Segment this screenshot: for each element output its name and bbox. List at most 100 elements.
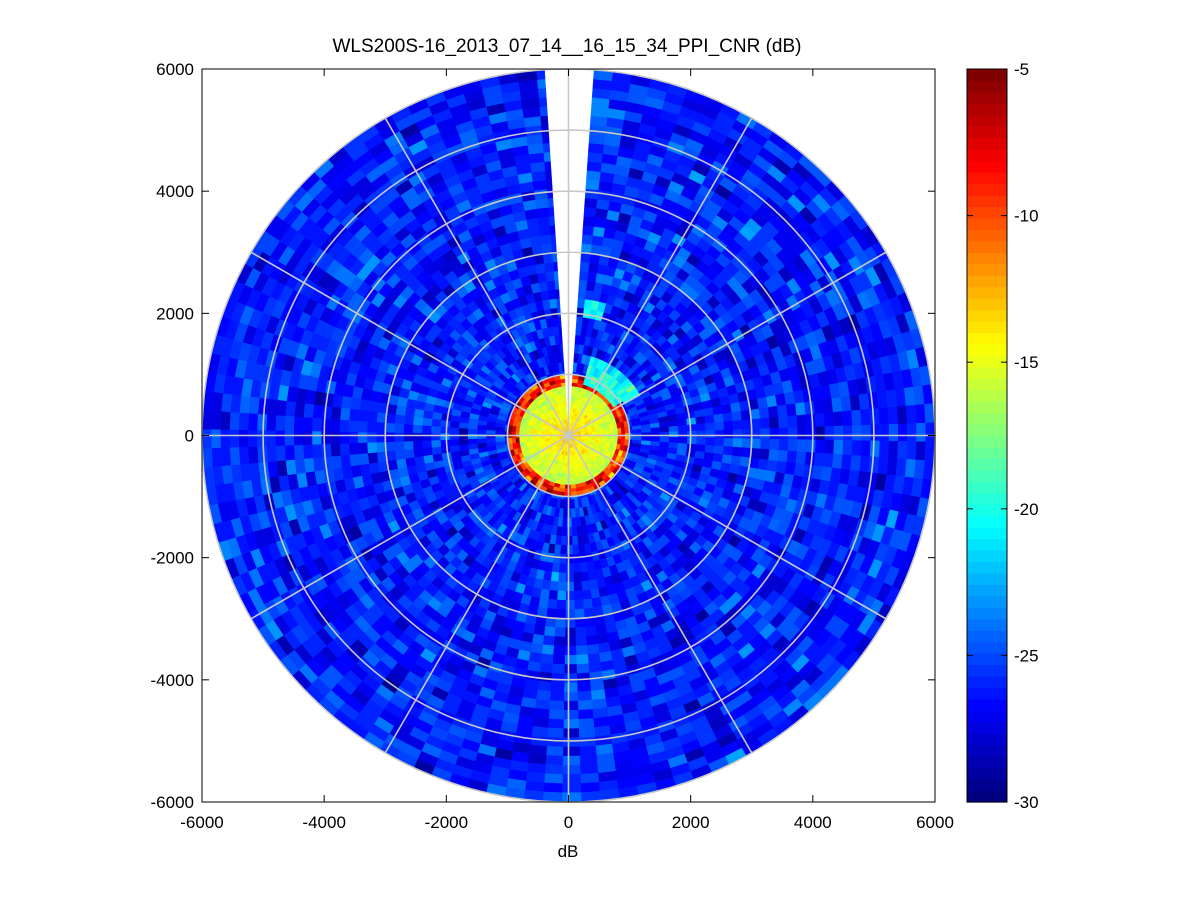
ppi-cell [357, 441, 368, 455]
colorbar-level [967, 676, 1007, 689]
ppi-cell [595, 430, 600, 435]
ppi-cell [767, 405, 779, 420]
ppi-cell [537, 87, 547, 98]
ppi-cell [686, 424, 697, 433]
ppi-cell [533, 698, 551, 710]
ppi-cell [588, 431, 593, 436]
ppi-cell [537, 436, 542, 441]
ppi-cell [357, 419, 368, 433]
ppi-cell [576, 709, 594, 720]
ppi-cell [542, 142, 551, 153]
ppi-cell [560, 378, 566, 384]
ppi-cell [556, 298, 561, 308]
ppi-cell [533, 188, 549, 200]
ppi-cell [561, 389, 566, 394]
ppi-cell [529, 436, 535, 442]
ppi-cell [776, 404, 788, 419]
ppi-cell [543, 764, 563, 775]
ppi-cell [330, 454, 342, 469]
ppi-cell [860, 440, 872, 459]
ppi-cell [788, 427, 798, 441]
ppi-cell [518, 431, 524, 438]
ppi-cell [302, 415, 313, 432]
ppi-cell [861, 424, 871, 443]
ppi-cell [421, 439, 432, 449]
ppi-cell [547, 197, 554, 208]
ppi-cell [787, 415, 798, 429]
ppi-cell [860, 408, 871, 427]
ppi-cell [430, 439, 441, 448]
ppi-cell [312, 455, 324, 472]
ppi-cell [458, 438, 469, 446]
ppi-cell [550, 234, 557, 245]
ppi-cell [321, 442, 332, 458]
ppi-cell [915, 441, 926, 463]
ppi-cell [541, 124, 549, 135]
ppi-cell [403, 440, 414, 451]
ppi-cell [403, 431, 414, 442]
ppi-cell [554, 618, 566, 629]
colorbar-level [967, 687, 1007, 700]
ppi-cell [832, 411, 844, 428]
ppi-cell [544, 261, 556, 273]
ppi-cell [256, 428, 267, 447]
ppi-cell [551, 645, 566, 656]
ppi-cell [348, 441, 359, 455]
y-tick-label: -6000 [151, 793, 194, 812]
ppi-cell [723, 429, 734, 440]
ppi-cell [563, 400, 567, 405]
y-tick-label: 0 [185, 427, 194, 446]
ppi-cell [311, 442, 323, 459]
ppi-cell [731, 411, 743, 423]
ppi-cell [511, 431, 516, 438]
ppi-cell [586, 161, 604, 173]
ppi-cell [569, 462, 574, 467]
ppi-cell [358, 451, 370, 466]
ppi-cell [750, 418, 762, 431]
ppi-cell [522, 431, 527, 438]
ppi-cell [563, 627, 576, 638]
ppi-cell [375, 421, 386, 433]
ppi-cell [563, 491, 571, 497]
ppi-cell [293, 443, 305, 460]
ppi-cell [560, 792, 582, 803]
ppi-cell [545, 170, 552, 181]
ppi-cell [572, 563, 581, 574]
ppi-cell [571, 526, 578, 537]
ppi-cell [588, 142, 606, 154]
colorbar-level [967, 618, 1007, 631]
ppi-cell [569, 458, 573, 464]
ppi-cell [561, 746, 580, 757]
ppi-cell [544, 160, 552, 172]
ppi-cell [547, 709, 564, 720]
ppi-cell [906, 404, 917, 426]
ppi-cell [589, 689, 606, 701]
colorbar-level [967, 744, 1007, 757]
ppi-cell [741, 438, 752, 450]
ppi-cell [552, 636, 566, 647]
ppi-cell [238, 428, 249, 448]
ppi-cell [586, 170, 603, 182]
ppi-cell [526, 436, 531, 442]
ppi-cell [544, 435, 549, 440]
ppi-cell [833, 439, 844, 457]
ppi-cell [907, 423, 917, 444]
ppi-cell [814, 412, 826, 429]
ppi-cell [549, 672, 565, 684]
ppi-cell [564, 407, 568, 413]
ppi-cell [302, 429, 313, 445]
ppi-cell [888, 440, 899, 461]
ppi-cell [540, 234, 553, 246]
ppi-cell [687, 430, 697, 439]
ppi-cell [760, 438, 771, 451]
ppi-cell [575, 681, 592, 693]
ppi-cell [545, 727, 564, 739]
ppi-cell [515, 436, 520, 444]
y-tick-label: -2000 [151, 549, 194, 568]
ppi-cell [302, 443, 314, 459]
colorbar-levels [967, 69, 1007, 803]
ppi-cell [560, 764, 581, 775]
ppi-cell [576, 718, 595, 729]
ppi-cell [284, 429, 294, 446]
ppi-cell [869, 440, 881, 459]
